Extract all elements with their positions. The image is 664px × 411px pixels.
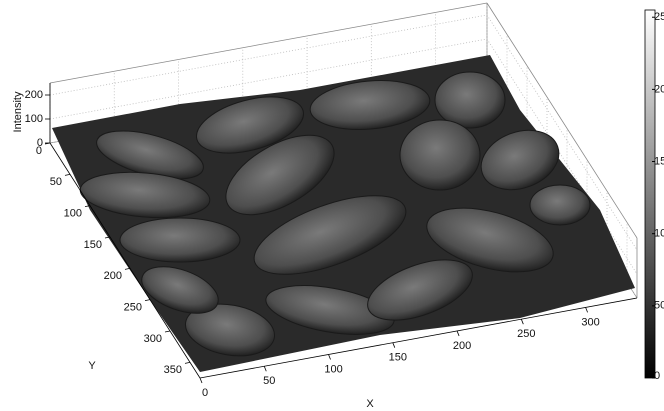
colorbar-tick-label: 100	[654, 228, 664, 240]
z-tick-label: 0	[37, 137, 43, 149]
y-tick	[65, 174, 70, 175]
colorbar-tick-label: 150	[654, 155, 664, 167]
y-tick	[145, 300, 150, 301]
x-tick-label: 200	[453, 340, 471, 352]
y-axis-label: Y	[88, 360, 96, 372]
x-tick-label: 300	[581, 316, 599, 328]
y-tick-label: 350	[164, 364, 182, 376]
x-tick	[329, 354, 331, 359]
y-tick-label: 150	[84, 239, 102, 251]
y-tick-label: 50	[50, 176, 62, 188]
colorbar-tick-label: 200	[654, 83, 664, 95]
colorbar-tick-label: 50	[654, 300, 664, 312]
chart: 0 50 100 150 200 250 300 0 50 100 150 200 250 300 350 0…	[0, 0, 664, 411]
y-tick-label: 200	[104, 270, 122, 282]
y-tick	[185, 362, 190, 363]
x-tick	[200, 378, 202, 383]
colorbar	[645, 10, 655, 378]
y-tick-label: 100	[64, 208, 82, 220]
x-tick-label: 0	[202, 387, 208, 399]
x-tick-label: 150	[389, 352, 407, 364]
z-axis-label: Intensity	[12, 91, 24, 132]
x-tick	[521, 319, 523, 324]
x-tick	[393, 343, 395, 348]
x-tick-label: 250	[517, 328, 535, 340]
colorbar-tick-label: 250	[654, 11, 664, 23]
y-tick-label: 300	[144, 333, 162, 345]
colorbar-tick-label: 0	[654, 370, 660, 382]
y-tick	[125, 268, 130, 269]
z-tick-label: 100	[25, 113, 43, 125]
x-tick	[264, 366, 266, 371]
x-tick	[586, 307, 588, 312]
x-tick-label: 100	[324, 363, 342, 375]
x-tick	[457, 331, 459, 336]
y-tick-label: 250	[124, 302, 142, 314]
x-axis-label: X	[366, 398, 374, 410]
x-tick-label: 50	[263, 375, 275, 387]
y-tick	[165, 331, 170, 332]
z-tick-label: 200	[25, 89, 43, 101]
